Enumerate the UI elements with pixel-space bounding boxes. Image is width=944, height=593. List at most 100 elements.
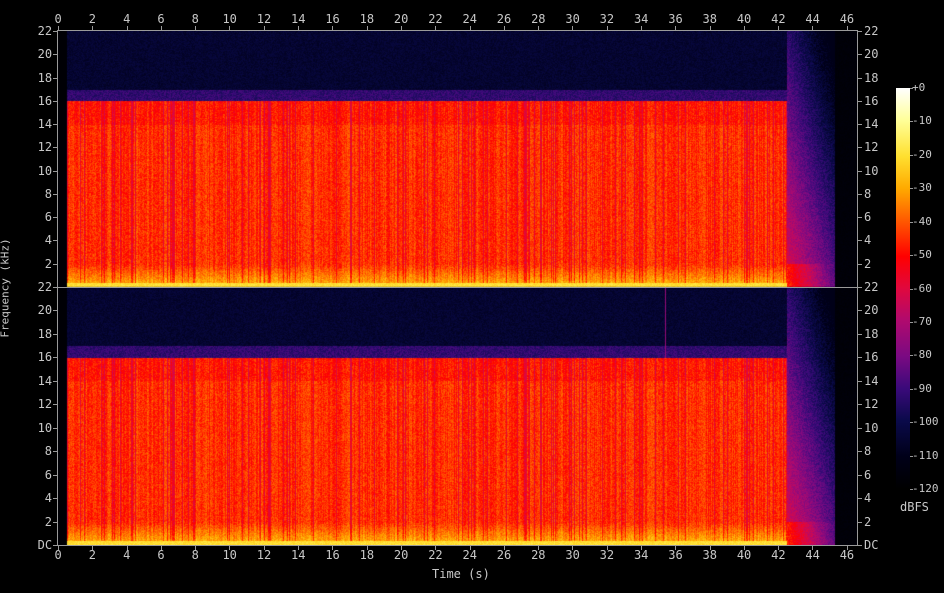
- colorbar-tick-label: -10: [912, 114, 932, 128]
- x-tick-label-top: 36: [668, 12, 683, 26]
- colorbar-tick-label: -70: [912, 314, 932, 328]
- x-tick-label-bottom: 32: [599, 548, 615, 562]
- x-tick-mark-bottom: [263, 546, 265, 550]
- x-tick-mark-bottom: [812, 546, 814, 550]
- x-tick-label-top: 10: [222, 12, 237, 26]
- x-tick-mark-bottom: [538, 546, 540, 550]
- x-tick-mark-bottom: [92, 546, 94, 550]
- colorbar-tick: [910, 154, 913, 156]
- y-tick-mark-right: [858, 521, 862, 523]
- y-tick-mark-right: [858, 404, 862, 406]
- colorbar-tick: [910, 288, 913, 290]
- y-tick-mark-right: [858, 77, 862, 79]
- x-tick-label-bottom: 24: [462, 548, 477, 562]
- colorbar-tick-label: -60: [912, 281, 932, 295]
- x-tick-label-top: 16: [325, 12, 340, 26]
- y-tick-label-left: 12: [37, 397, 53, 412]
- y-tick-mark-right: [858, 54, 862, 56]
- y-tick-label-right: DC: [864, 538, 879, 552]
- x-axis-label: Time (s): [432, 567, 490, 581]
- colorbar-tick: [910, 121, 913, 123]
- colorbar-tick-label: -90: [912, 381, 932, 395]
- x-tick-mark-bottom: [846, 546, 848, 550]
- x-tick-mark-top: [298, 26, 300, 30]
- y-tick-mark-left: [53, 170, 57, 172]
- x-tick-mark-top: [743, 26, 745, 30]
- x-tick-mark-bottom: [229, 546, 231, 550]
- x-tick-label-top: 46: [839, 12, 855, 26]
- x-tick-mark-top: [366, 26, 368, 30]
- x-tick-mark-top: [400, 26, 402, 30]
- y-tick-mark-right: [858, 498, 862, 500]
- x-tick-label-bottom: 4: [123, 548, 131, 562]
- y-tick-mark-left: [53, 54, 57, 56]
- y-tick-label-left: 22: [37, 280, 53, 294]
- x-tick-mark-bottom: [469, 546, 471, 550]
- y-tick-mark-left: [53, 545, 57, 546]
- x-tick-mark-top: [195, 26, 197, 30]
- colorbar-tick: [910, 221, 913, 223]
- colorbar-tick-label: -110: [912, 448, 939, 462]
- x-tick-mark-top: [469, 26, 471, 30]
- y-tick-mark-right: [858, 217, 862, 219]
- x-tick-mark-bottom: [503, 546, 505, 550]
- x-tick-label-bottom: 8: [191, 548, 199, 562]
- x-tick-mark-top: [503, 26, 505, 30]
- y-tick-mark-left: [53, 474, 57, 476]
- y-tick-mark-left: [53, 380, 57, 382]
- y-tick-label-right: 8: [864, 186, 872, 201]
- x-tick-mark-bottom: [743, 546, 745, 550]
- y-tick-label-left: 2: [44, 514, 53, 529]
- x-tick-mark-top: [332, 26, 334, 30]
- x-tick-mark-top: [812, 26, 814, 30]
- y-tick-label-right: 2: [864, 514, 872, 529]
- y-tick-label-left: 4: [44, 491, 53, 506]
- x-tick-mark-top: [160, 26, 162, 30]
- y-tick-mark-right: [858, 357, 862, 359]
- y-tick-label-left: 16: [37, 350, 53, 365]
- x-tick-mark-bottom: [58, 546, 59, 550]
- y-tick-label-right: 16: [864, 93, 879, 108]
- colorbar-tick-label: -40: [912, 214, 932, 228]
- x-tick-label-bottom: 14: [291, 548, 306, 562]
- x-tick-label-top: 30: [565, 12, 580, 26]
- colorbar-tick: [910, 188, 913, 190]
- x-tick-label-bottom: 12: [256, 548, 272, 562]
- x-tick-label-top: 44: [805, 12, 820, 26]
- colorbar-tick-label: -100: [912, 415, 939, 429]
- x-tick-mark-top: [572, 26, 574, 30]
- y-tick-mark-left: [53, 427, 57, 429]
- colorbar-tick-label: +0: [912, 81, 926, 94]
- y-tick-label-right: 10: [864, 420, 879, 435]
- y-tick-label-right: 8: [864, 444, 872, 459]
- x-tick-label-top: 2: [88, 12, 97, 26]
- y-tick-mark-left: [53, 357, 57, 359]
- y-tick-label-left: 14: [37, 373, 53, 388]
- y-tick-label-right: 14: [864, 373, 879, 388]
- y-tick-mark-left: [53, 451, 57, 453]
- x-tick-label-bottom: 16: [325, 548, 340, 562]
- x-tick-mark-top: [606, 26, 608, 30]
- y-tick-label-right: 18: [864, 70, 879, 85]
- y-tick-label-left: 18: [37, 326, 53, 341]
- x-tick-label-top: 12: [256, 12, 272, 26]
- x-tick-mark-bottom: [675, 546, 677, 550]
- y-tick-mark-left: [53, 31, 57, 32]
- y-tick-mark-right: [858, 147, 862, 149]
- y-tick-mark-right: [858, 427, 862, 429]
- y-tick-label-right: 6: [864, 467, 872, 482]
- y-tick-label-left: 10: [37, 163, 53, 178]
- x-tick-label-bottom: 46: [839, 548, 855, 562]
- colorbar-tick: [910, 255, 913, 257]
- x-tick-label-top: 40: [736, 12, 752, 26]
- x-tick-label-bottom: 20: [393, 548, 409, 562]
- x-tick-label-bottom: 44: [805, 548, 820, 562]
- y-tick-mark-left: [53, 100, 57, 102]
- y-tick-mark-right: [858, 287, 862, 288]
- y-tick-mark-right: [858, 124, 862, 126]
- x-tick-label-bottom: 22: [428, 548, 443, 562]
- x-tick-mark-top: [92, 26, 94, 30]
- x-tick-mark-top: [263, 26, 265, 30]
- y-tick-label-right: 16: [864, 350, 879, 365]
- y-tick-mark-left: [53, 333, 57, 335]
